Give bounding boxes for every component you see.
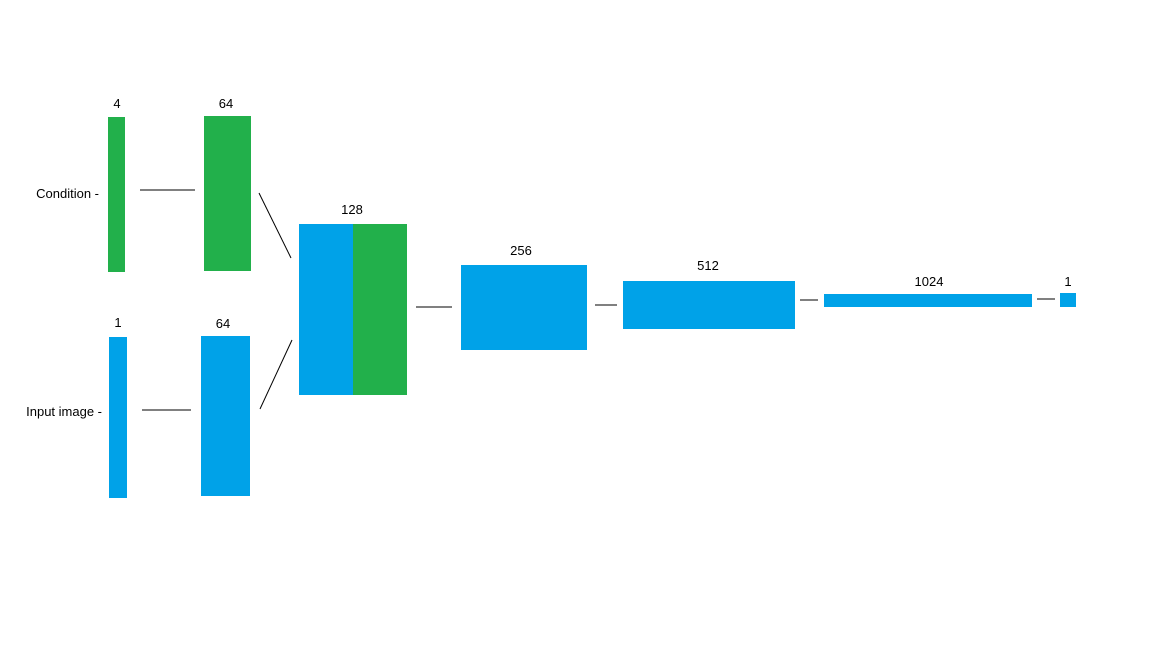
output-size-label: 1	[1064, 274, 1071, 289]
concat-condition-half-block	[353, 224, 407, 395]
concat-size-label: 128	[341, 202, 363, 217]
hidden-512-block	[623, 281, 795, 329]
output-block	[1060, 293, 1076, 307]
condition-merge-connector	[258, 192, 292, 259]
image-fc-block	[201, 336, 250, 496]
condition-fc-block	[204, 116, 251, 271]
hidden-512-size-label: 512	[697, 258, 719, 273]
image-fc-size-label: 64	[216, 316, 230, 331]
condition-fc-size-label: 64	[219, 96, 233, 111]
condition-label: Condition -	[36, 186, 99, 201]
condition-input-block	[108, 117, 125, 272]
hidden-256-block	[461, 265, 587, 350]
concat-image-half-block	[299, 224, 354, 395]
condition-input-size-label: 4	[113, 96, 120, 111]
image-input-block	[109, 337, 127, 498]
hidden-256-size-label: 256	[510, 243, 532, 258]
hidden-1024-size-label: 1024	[915, 274, 944, 289]
input-image-label: Input image -	[26, 404, 102, 419]
image-input-size-label: 1	[114, 315, 121, 330]
image-merge-connector	[259, 339, 293, 410]
hidden-1024-block	[824, 294, 1032, 307]
